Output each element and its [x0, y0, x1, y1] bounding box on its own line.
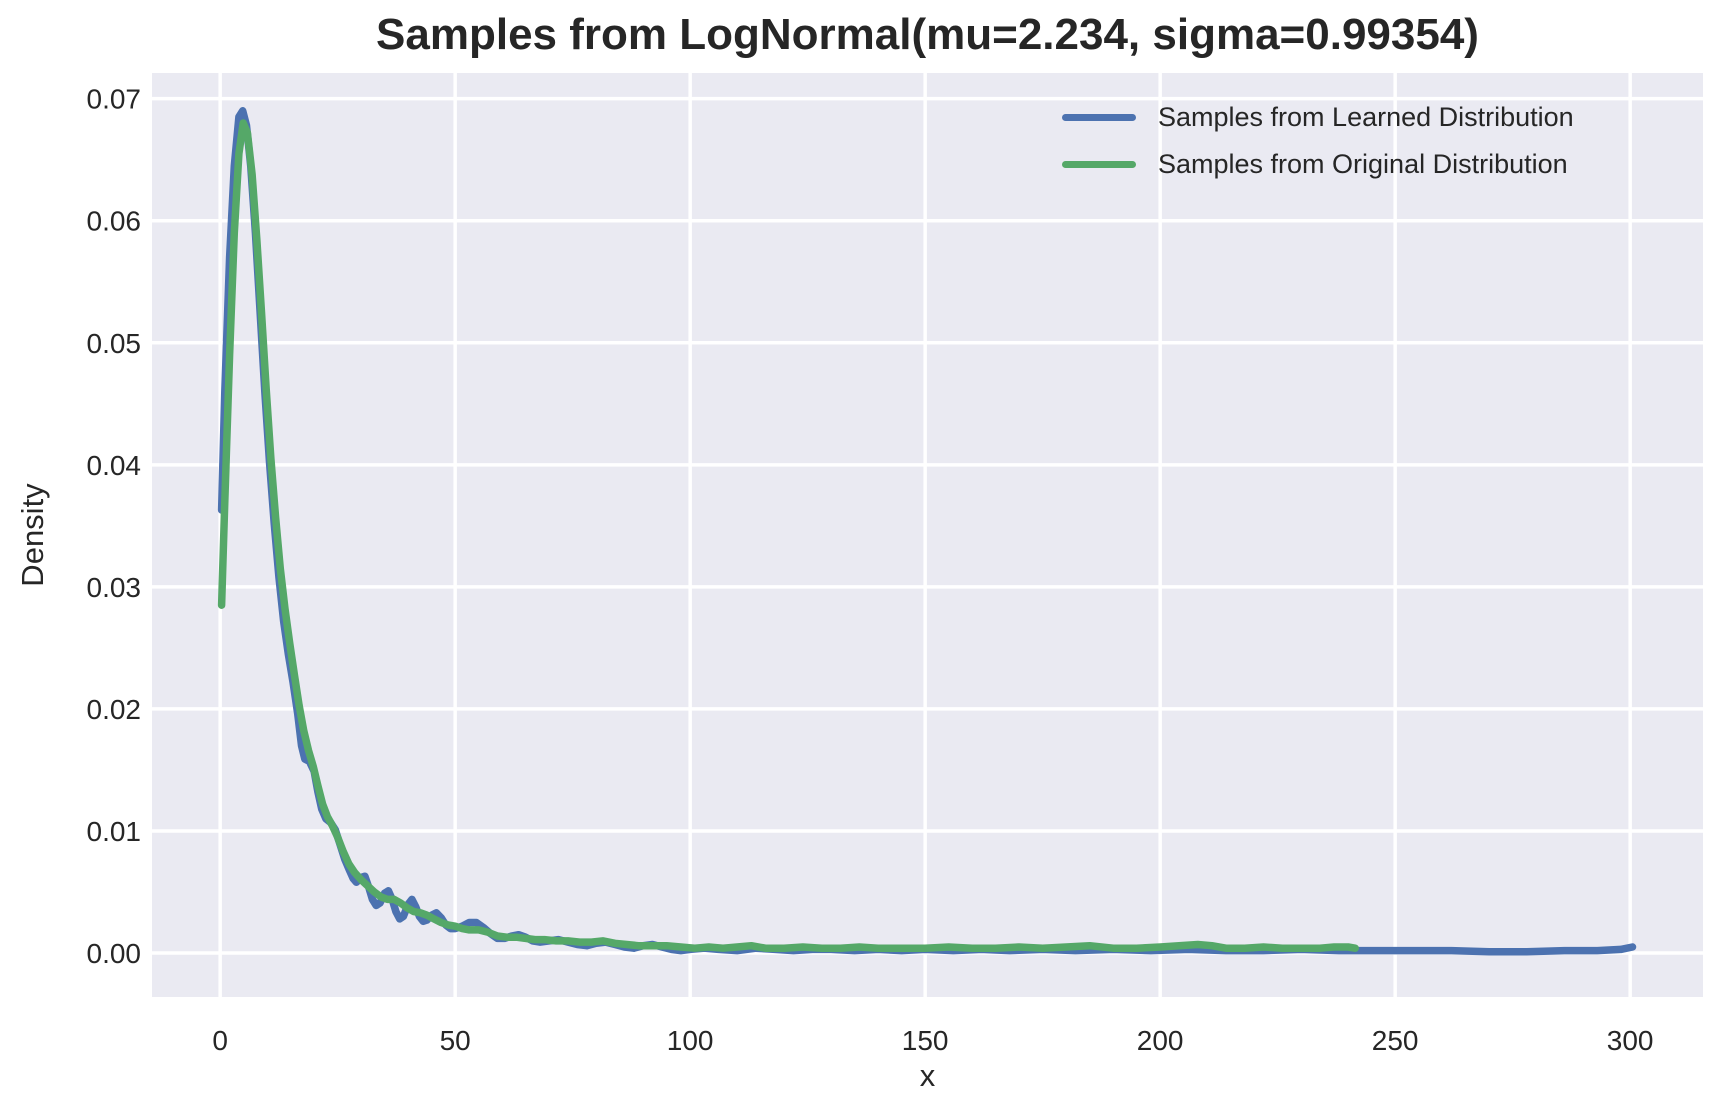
x-tick-label-0: 0 [212, 1025, 228, 1056]
x-tick-label-50: 50 [440, 1025, 471, 1056]
legend: Samples from Learned Distribution Sample… [1062, 94, 1574, 188]
x-tick-label-250: 250 [1372, 1025, 1419, 1056]
legend-label-original: Samples from Original Distribution [1158, 149, 1568, 179]
x-tick-label-300: 300 [1607, 1025, 1654, 1056]
x-tick-label-150: 150 [902, 1025, 949, 1056]
legend-entry-learned: Samples from Learned Distribution [1062, 94, 1574, 141]
y-tick-label-0.01: 0.01 [87, 816, 142, 847]
legend-label-learned: Samples from Learned Distribution [1158, 102, 1574, 132]
y-tick-label-0.03: 0.03 [87, 572, 142, 603]
y-tick-label-0.02: 0.02 [87, 694, 142, 725]
y-tick-label-0.04: 0.04 [87, 450, 142, 481]
x-tick-label-100: 100 [667, 1025, 714, 1056]
chart-title: Samples from LogNormal(mu=2.234, sigma=0… [376, 10, 1479, 59]
y-tick-label-0.00: 0.00 [87, 938, 142, 969]
x-tick-label-200: 200 [1137, 1025, 1184, 1056]
legend-entry-original: Samples from Original Distribution [1062, 141, 1574, 188]
y-tick-label-0.05: 0.05 [87, 328, 142, 359]
legend-line-swatch-learned [1062, 114, 1136, 121]
y-axis-label: Density [15, 483, 50, 587]
y-tick-label-0.07: 0.07 [87, 84, 142, 115]
axes-background [152, 73, 1703, 997]
series-line-original [217, 119, 1359, 952]
x-axis-label: x [919, 1058, 936, 1093]
legend-line-swatch-original [1062, 161, 1136, 168]
y-tick-label-0.06: 0.06 [87, 206, 142, 237]
